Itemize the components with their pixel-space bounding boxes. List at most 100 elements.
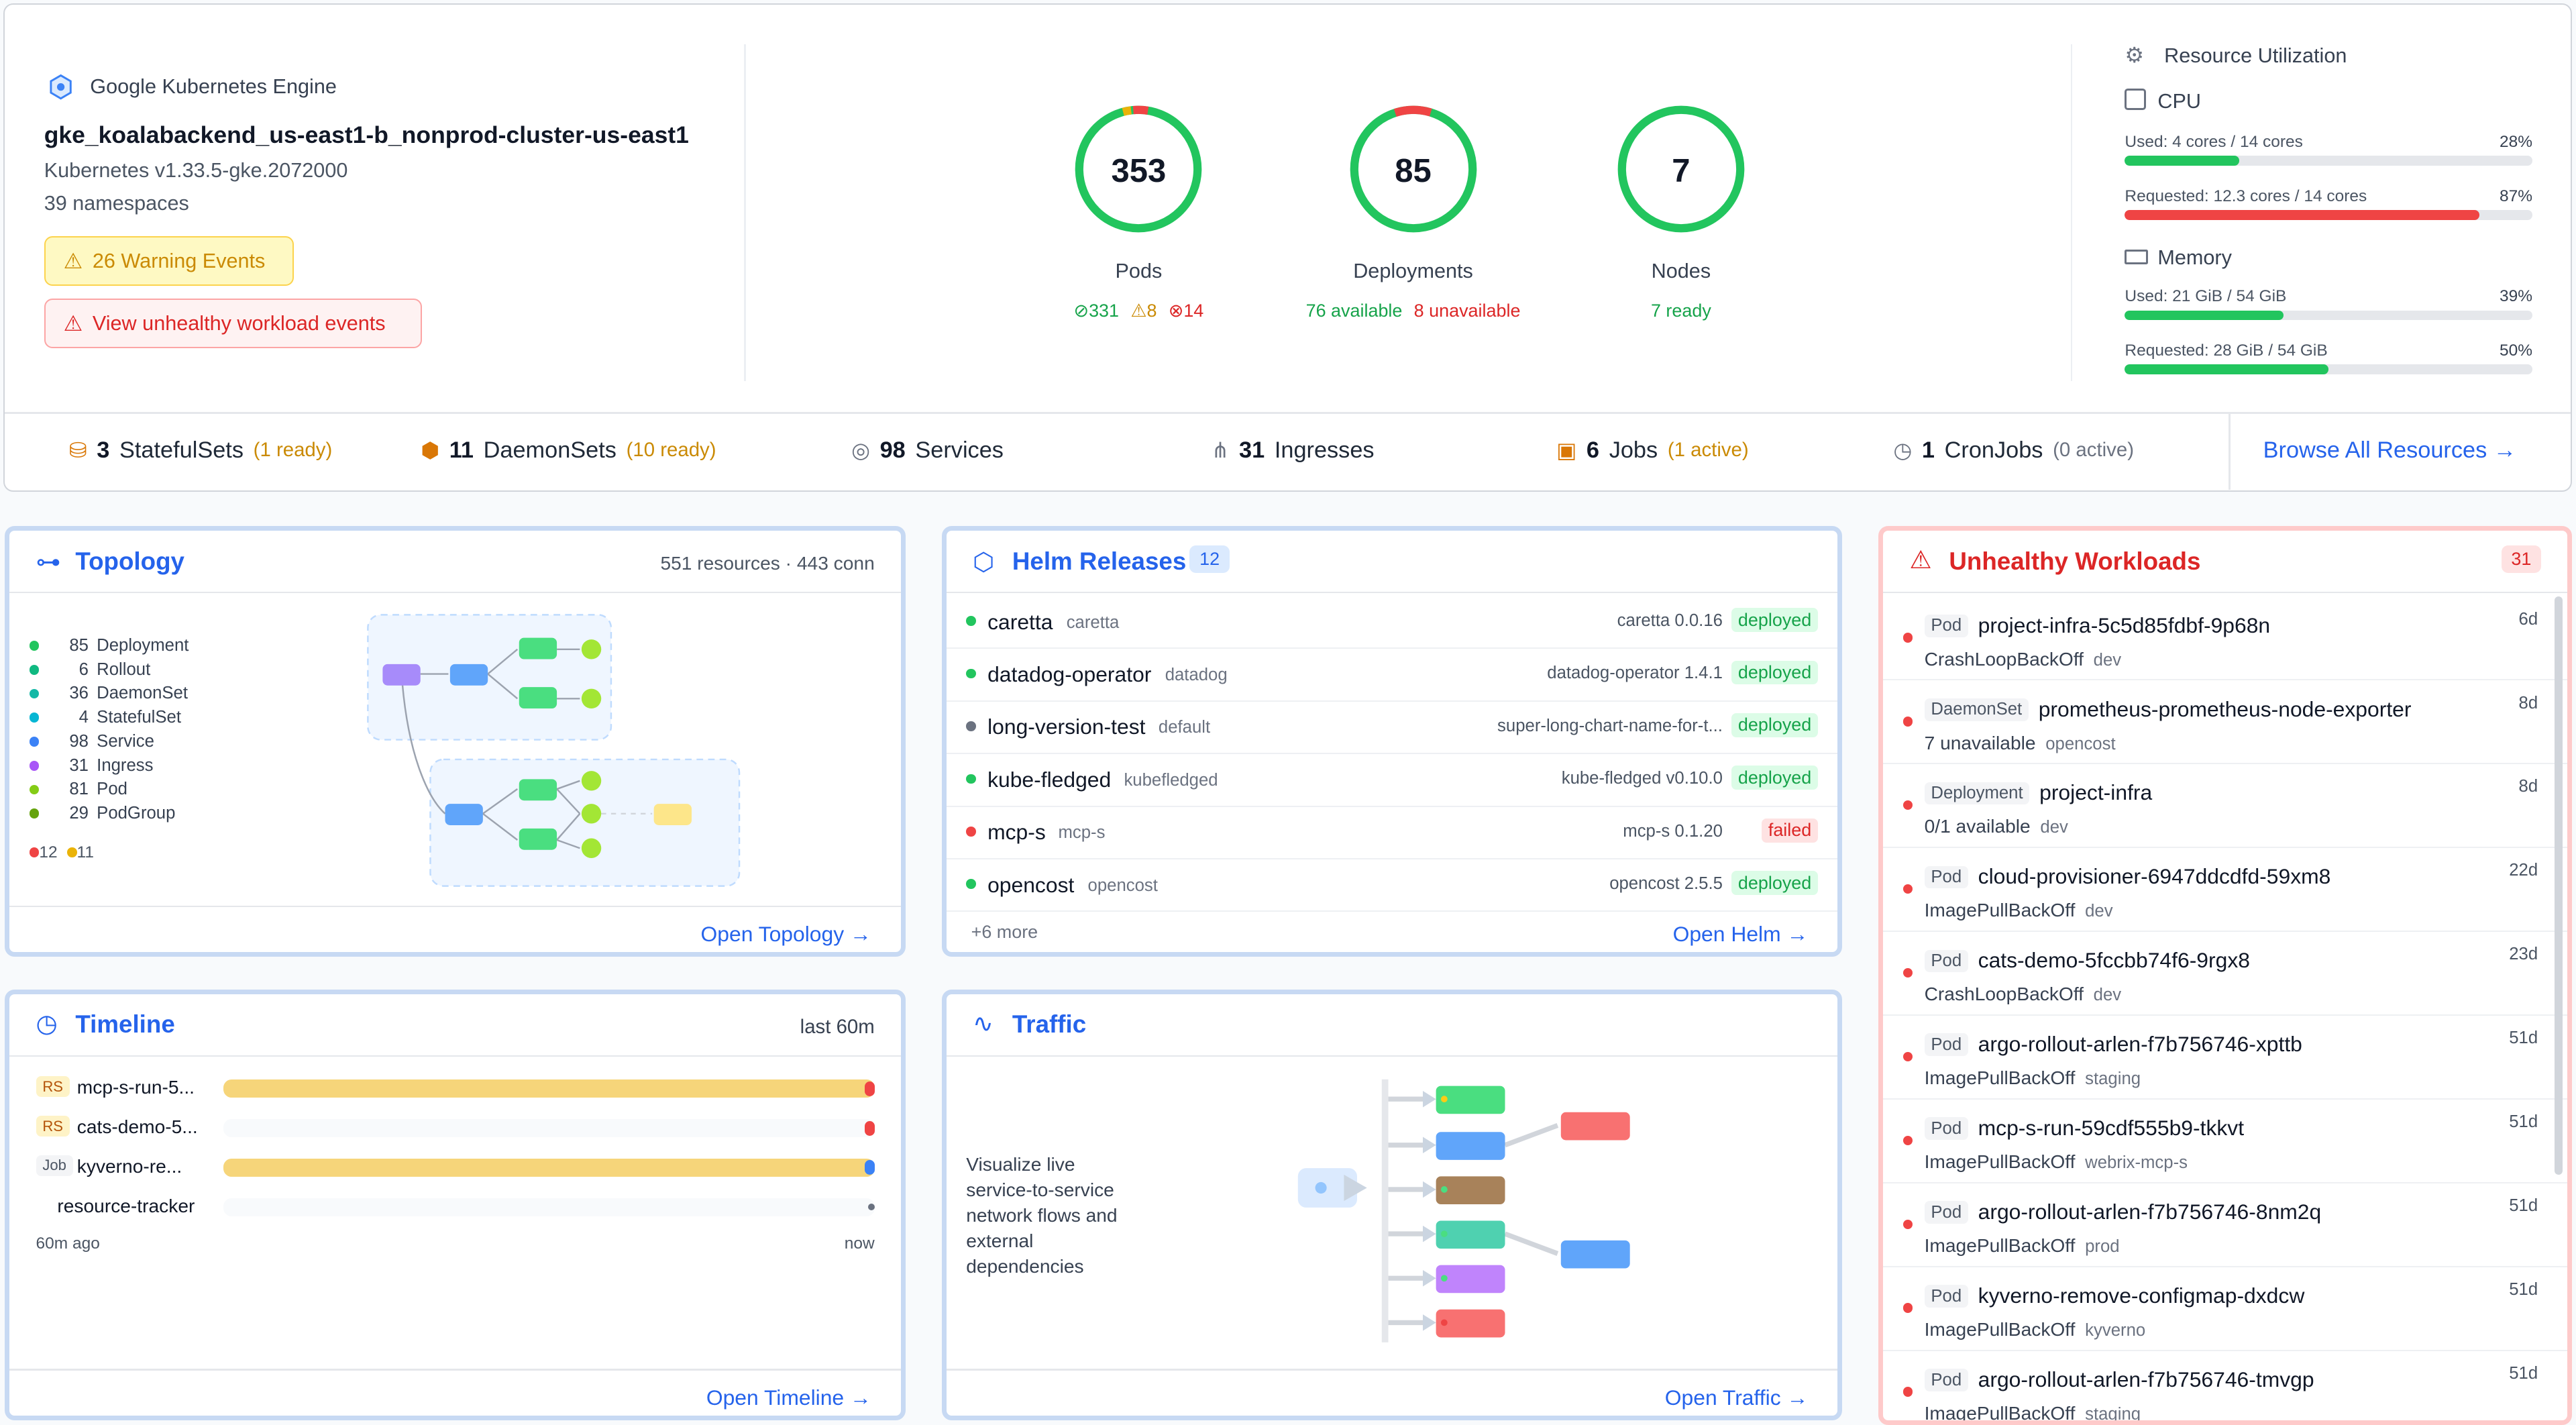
helm-release-row[interactable]: long-version-test default super-long-chart… xyxy=(946,702,1838,755)
pods-label: Pods xyxy=(1115,259,1163,282)
topology-graph[interactable] xyxy=(363,610,749,892)
divider xyxy=(9,905,901,908)
traffic-illustration xyxy=(1298,1079,1631,1343)
browse-all-resources-link[interactable]: Browse All Resources → xyxy=(2263,437,2516,464)
timeline-row[interactable]: RS mcp-s-run-5... xyxy=(9,1073,901,1106)
timeline-track xyxy=(223,1198,875,1216)
cpu-used-text: Used: 4 cores / 14 cores xyxy=(2125,132,2303,151)
alert-icon: ⚠ xyxy=(63,311,83,336)
workload-kind: Pod xyxy=(1924,1201,1968,1224)
workload-reason: ImagePullBackOff xyxy=(1924,899,2076,921)
workload-reason: ImagePullBackOff xyxy=(1924,1151,2076,1173)
unhealthy-workload-row[interactable]: Pod cloud-provisioner-6947ddcdfd-59xm8 Ima… xyxy=(1883,848,2568,932)
workload-reason: CrashLoopBackOff xyxy=(1924,647,2084,670)
daemonsets-note: (10 ready) xyxy=(626,439,716,462)
timeline-event-marker xyxy=(865,1120,875,1136)
timeline-row[interactable]: Job kyverno-re... xyxy=(9,1152,901,1185)
open-helm-link[interactable]: Open Helm → xyxy=(1673,922,1809,947)
workload-namespace: opencost xyxy=(2045,734,2116,753)
open-topology-label: Open Topology xyxy=(700,922,845,947)
release-namespace: mcp-s xyxy=(1058,823,1106,843)
deployments-ring xyxy=(1350,105,1477,233)
traffic-title: Traffic xyxy=(1012,1010,1087,1039)
workload-age: 8d xyxy=(2518,693,2538,712)
jobs-stat[interactable]: ▣ 6 Jobs (1 active) xyxy=(1556,437,1749,464)
nodes-summary[interactable]: 7 Nodes 7 ready xyxy=(1582,103,1780,333)
open-traffic-label: Open Traffic xyxy=(1664,1385,1781,1410)
workload-namespace: dev xyxy=(2093,986,2122,1005)
unhealthy-workload-row[interactable]: Pod mcp-s-run-59cdf555b9-tkkvt ImagePullBa… xyxy=(1883,1100,2568,1183)
status-dot xyxy=(1902,1135,1913,1146)
unhealthy-workload-row[interactable]: DaemonSet prometheus-prometheus-node-expo… xyxy=(1883,680,2568,764)
status-dot xyxy=(1902,716,1913,727)
legend-dot xyxy=(29,712,40,723)
unhealthy-workload-row[interactable]: Pod project-infra-5c5d85fdbf-9p68n CrashLo… xyxy=(1883,596,2568,680)
ok-icon: ⊘ xyxy=(1073,300,1089,321)
cluster-overview-card: Google Kubernetes Engine gke_koalabacken… xyxy=(3,3,2573,492)
unhealthy-workload-row[interactable]: Pod argo-rollout-arlen-f7b756746-tmvgp Ima… xyxy=(1883,1351,2567,1420)
helm-release-row[interactable]: kube-fledged kubefledged kube-fledged v0.1… xyxy=(946,754,1838,807)
unhealthy-events-button[interactable]: ⚠ View unhealthy workload events xyxy=(44,299,423,348)
release-name: mcp-s xyxy=(987,820,1046,845)
globe-icon: ◎ xyxy=(851,438,870,463)
status-dot xyxy=(966,668,976,679)
open-topology-link[interactable]: Open Topology → xyxy=(701,922,871,947)
cronjobs-stat[interactable]: ◷ 1 CronJobs (0 active) xyxy=(1893,437,2134,464)
helm-release-row[interactable]: opencost opencost opencost 2.5.5 deployed xyxy=(946,859,1838,912)
topology-panel[interactable]: ⊶ Topology 551 resources · 443 conn 85 De… xyxy=(5,526,906,957)
legend-dot xyxy=(29,760,40,771)
release-name: long-version-test xyxy=(987,715,1146,739)
unhealthy-workload-row[interactable]: Pod cats-demo-5fccbb74f6-9rgx8 CrashLoopBa… xyxy=(1883,932,2568,1016)
traffic-panel[interactable]: ∿ Traffic Visualize live service-to-serv… xyxy=(941,989,1843,1420)
open-timeline-link[interactable]: Open Timeline → xyxy=(706,1385,871,1410)
services-stat[interactable]: ◎ 98 Services xyxy=(851,437,1004,464)
helm-panel[interactable]: ⬡ Helm Releases 12 caretta caretta caretta… xyxy=(941,526,1843,957)
statefulsets-stat[interactable]: ⛁ 3 StatefulSets (1 ready) xyxy=(69,437,332,464)
divider xyxy=(9,1369,901,1371)
cronjobs-count: 1 xyxy=(1921,437,1935,463)
workload-namespace: prod xyxy=(2085,1237,2120,1257)
pods-ok: 331 xyxy=(1089,300,1120,321)
helm-release-row[interactable]: datadog-operator datadog datadog-operator … xyxy=(946,649,1838,702)
workload-name: cloud-provisioner-6947ddcdfd-59xm8 xyxy=(1978,864,2331,889)
helm-release-row[interactable]: mcp-s mcp-s mcp-s 0.1.20 failed xyxy=(946,807,1838,859)
legend-count: 31 xyxy=(69,755,89,775)
timeline-row[interactable]: RS cats-demo-5... xyxy=(9,1112,901,1145)
timeline-row[interactable]: resource-tracker xyxy=(9,1192,901,1224)
timeline-bar xyxy=(223,1158,875,1177)
statefulsets-label: StatefulSets xyxy=(119,437,244,463)
release-status-badge: failed xyxy=(1762,818,1819,843)
pods-summary[interactable]: 353 Pods ⊘331 ⚠8 ⊗14 xyxy=(1040,103,1237,333)
legend-label: Pod xyxy=(97,780,127,799)
unhealthy-workload-row[interactable]: Pod argo-rollout-arlen-f7b756746-xpttb Ima… xyxy=(1883,1016,2568,1100)
scrollbar[interactable] xyxy=(2554,596,2563,1175)
deployments-summary[interactable]: 85 Deployments 76 available 8 unavailabl… xyxy=(1298,103,1528,333)
traffic-header xyxy=(946,994,1838,1057)
workload-age: 51d xyxy=(2509,1112,2538,1132)
unhealthy-events-label: View unhealthy workload events xyxy=(92,311,386,335)
open-traffic-link[interactable]: Open Traffic → xyxy=(1665,1385,1809,1410)
resource-utilization: ⚙ Resource Utilization CPU Used: 4 cores… xyxy=(2121,38,2532,399)
unhealthy-workloads-panel[interactable]: ⚠ Unhealthy Workloads 31 Pod project-infr… xyxy=(1878,526,2573,1425)
unhealthy-workload-row[interactable]: Pod argo-rollout-arlen-f7b756746-8nm2q Ima… xyxy=(1883,1183,2568,1267)
legend-item: 81 Pod xyxy=(29,780,127,799)
legend-count: 85 xyxy=(69,635,89,655)
nodes-ready: 7 ready xyxy=(1650,300,1711,321)
workload-kind: Pod xyxy=(1924,1369,1968,1392)
daemonsets-stat[interactable]: ⬢ 11 DaemonSets (10 ready) xyxy=(421,437,716,464)
unhealthy-workload-row[interactable]: Pod kyverno-remove-configmap-dxdcw ImagePu… xyxy=(1883,1267,2568,1351)
warning-events-button[interactable]: ⚠ 26 Warning Events xyxy=(44,236,294,286)
workload-age: 6d xyxy=(2518,609,2538,629)
helm-more[interactable]: +6 more xyxy=(971,922,1038,943)
memory-used-text: Used: 21 GiB / 54 GiB xyxy=(2125,287,2287,306)
workload-reason: ImagePullBackOff xyxy=(1924,1234,2076,1257)
timeline-panel[interactable]: ◷ Timeline last 60m RS mcp-s-run-5... RS ca… xyxy=(5,989,906,1420)
ingresses-stat[interactable]: ⋔ 31 Ingresses xyxy=(1212,437,1375,464)
helm-release-row[interactable]: caretta caretta caretta 0.0.16 deployed xyxy=(946,596,1838,649)
release-name: caretta xyxy=(987,609,1053,634)
unhealthy-workload-row[interactable]: Deployment project-infra 0/1 available dev 8… xyxy=(1883,764,2568,848)
gke-icon xyxy=(48,74,74,100)
deployments-available: 76 available xyxy=(1305,300,1403,321)
workload-namespace: webrix-mcp-s xyxy=(2085,1153,2188,1173)
workload-age: 51d xyxy=(2509,1280,2538,1300)
